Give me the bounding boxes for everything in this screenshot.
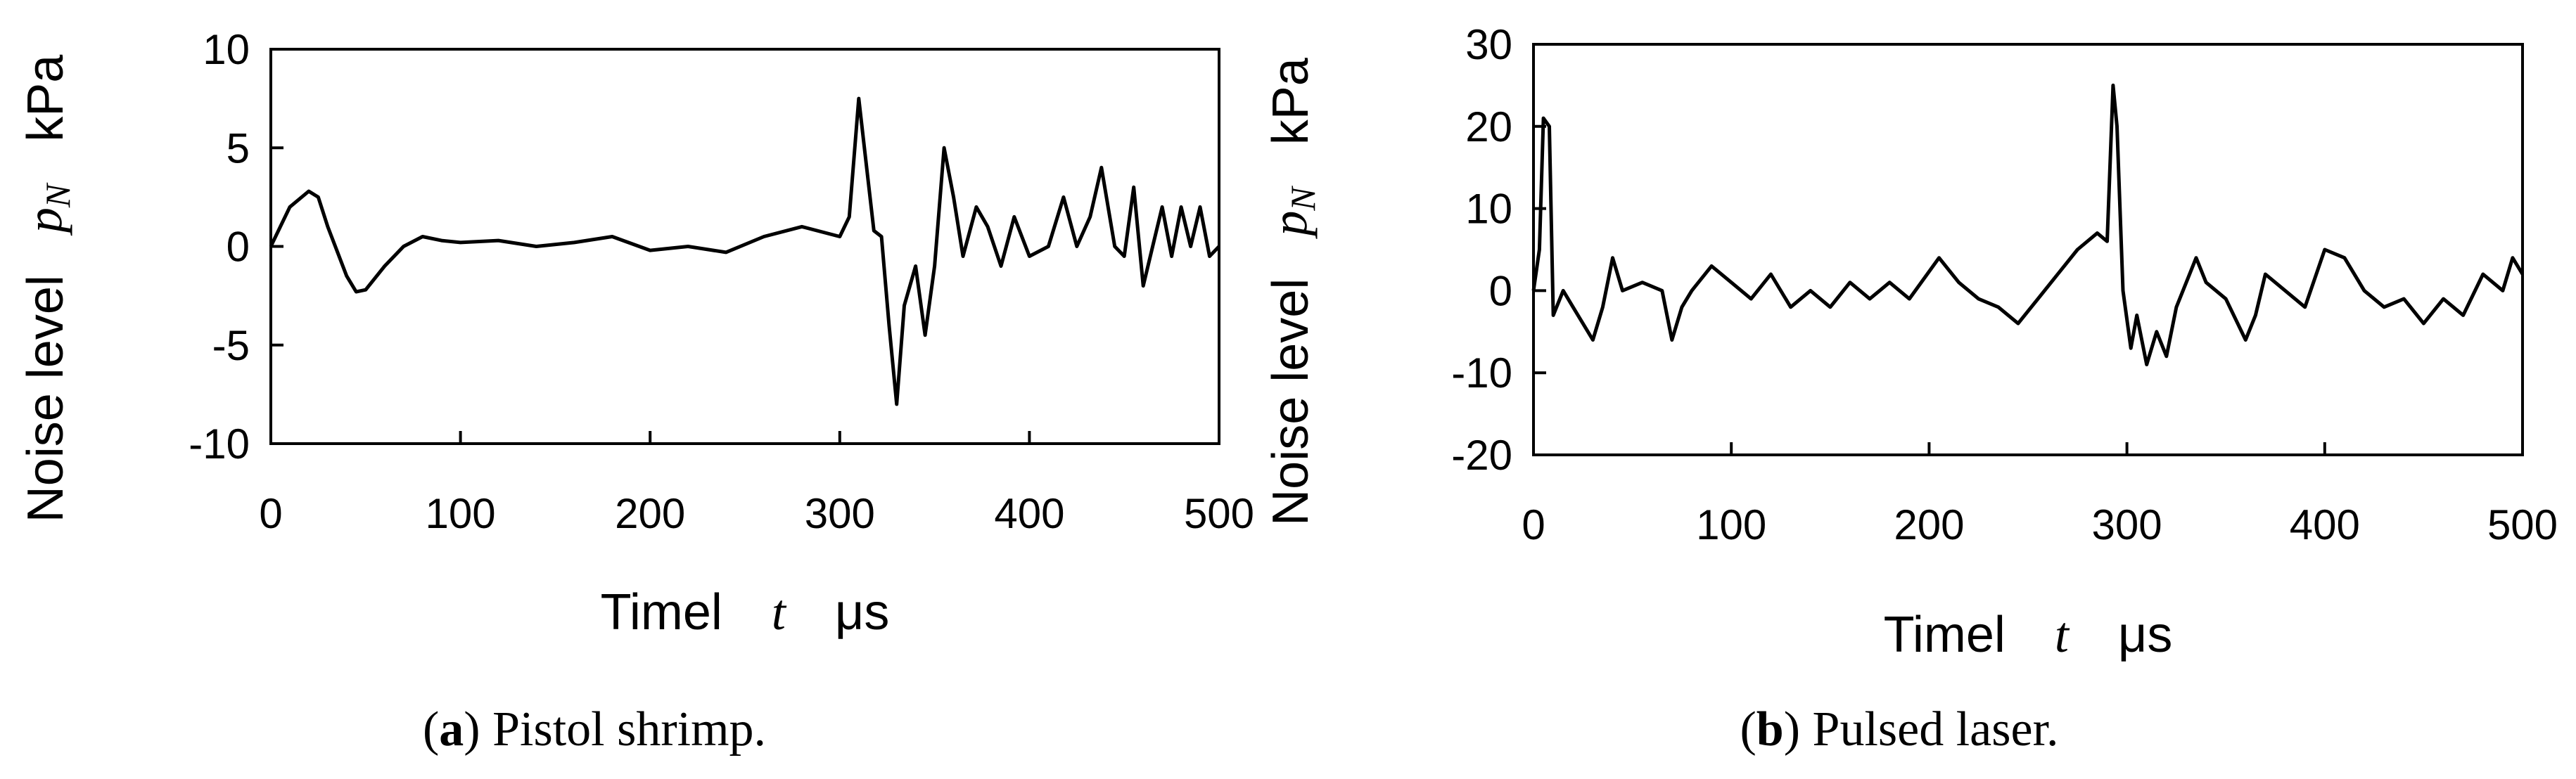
x-tick-label: 100	[1696, 501, 1766, 548]
caption-open: (	[423, 702, 439, 757]
plot-frame	[1532, 43, 2524, 456]
x-tick-label: 300	[2092, 501, 2162, 548]
x-label-text: Timel	[601, 584, 722, 640]
y-label-sub: N	[1283, 186, 1322, 212]
y-label-text: Noise level	[1263, 278, 1319, 526]
x-label-text: Timel	[1884, 607, 2006, 663]
caption-label: b	[1756, 702, 1784, 757]
y-label-text: Noise level	[18, 275, 74, 522]
y-axis-label: Noise level pNkPa	[1261, 57, 1323, 526]
x-tick-label: 200	[615, 490, 685, 537]
y-tick-label: 0	[227, 224, 250, 271]
y-label-var: p	[16, 207, 72, 236]
x-label-unit: μs	[835, 584, 889, 640]
data-line	[269, 96, 1220, 406]
y-tick-label: 0	[1489, 267, 1512, 314]
x-axis-label: Timel t μs	[1884, 607, 2173, 663]
x-label-var: t	[2055, 607, 2070, 663]
y-tick-label: 5	[227, 124, 250, 172]
y-tick-label: -5	[212, 322, 250, 369]
data-line	[1531, 83, 2525, 366]
y-label-unit: kPa	[1263, 57, 1319, 145]
y-tick-label: -10	[189, 420, 250, 468]
x-tick-label: 0	[259, 490, 282, 537]
x-label-unit: μs	[2118, 607, 2172, 663]
y-label-var: p	[1261, 211, 1318, 240]
x-label-var: t	[772, 584, 787, 640]
y-tick-label: 20	[1465, 103, 1512, 150]
x-tick-label: 0	[1522, 501, 1545, 548]
x-tick-label: 500	[1184, 490, 1254, 537]
x-tick-label: 100	[426, 490, 496, 537]
y-tick-label: 30	[1465, 21, 1512, 68]
x-tick-label: 400	[2290, 501, 2360, 548]
x-tick-label: 300	[805, 490, 875, 537]
y-label-unit: kPa	[18, 54, 74, 142]
caption-text: ) Pistol shrimp.	[464, 702, 766, 757]
caption: (a) Pistol shrimp.	[423, 702, 766, 757]
y-label-sub: N	[38, 182, 77, 208]
x-tick-label: 500	[2487, 501, 2558, 548]
y-axis-label: Noise level pNkPa	[16, 54, 78, 523]
caption-open: (	[1740, 702, 1756, 757]
y-tick-label: 10	[203, 26, 250, 73]
x-axis-label: Timel t μs	[601, 584, 890, 640]
x-tick-label: 400	[994, 490, 1064, 537]
caption-text: ) Pulsed laser.	[1784, 702, 2059, 757]
caption-label: a	[439, 702, 464, 757]
caption: (b) Pulsed laser.	[1740, 702, 2058, 757]
x-tick-label: 200	[1894, 501, 1964, 548]
y-tick-label: -20	[1451, 432, 1512, 479]
y-tick-label: -10	[1451, 349, 1512, 397]
y-tick-label: 10	[1465, 186, 1512, 233]
